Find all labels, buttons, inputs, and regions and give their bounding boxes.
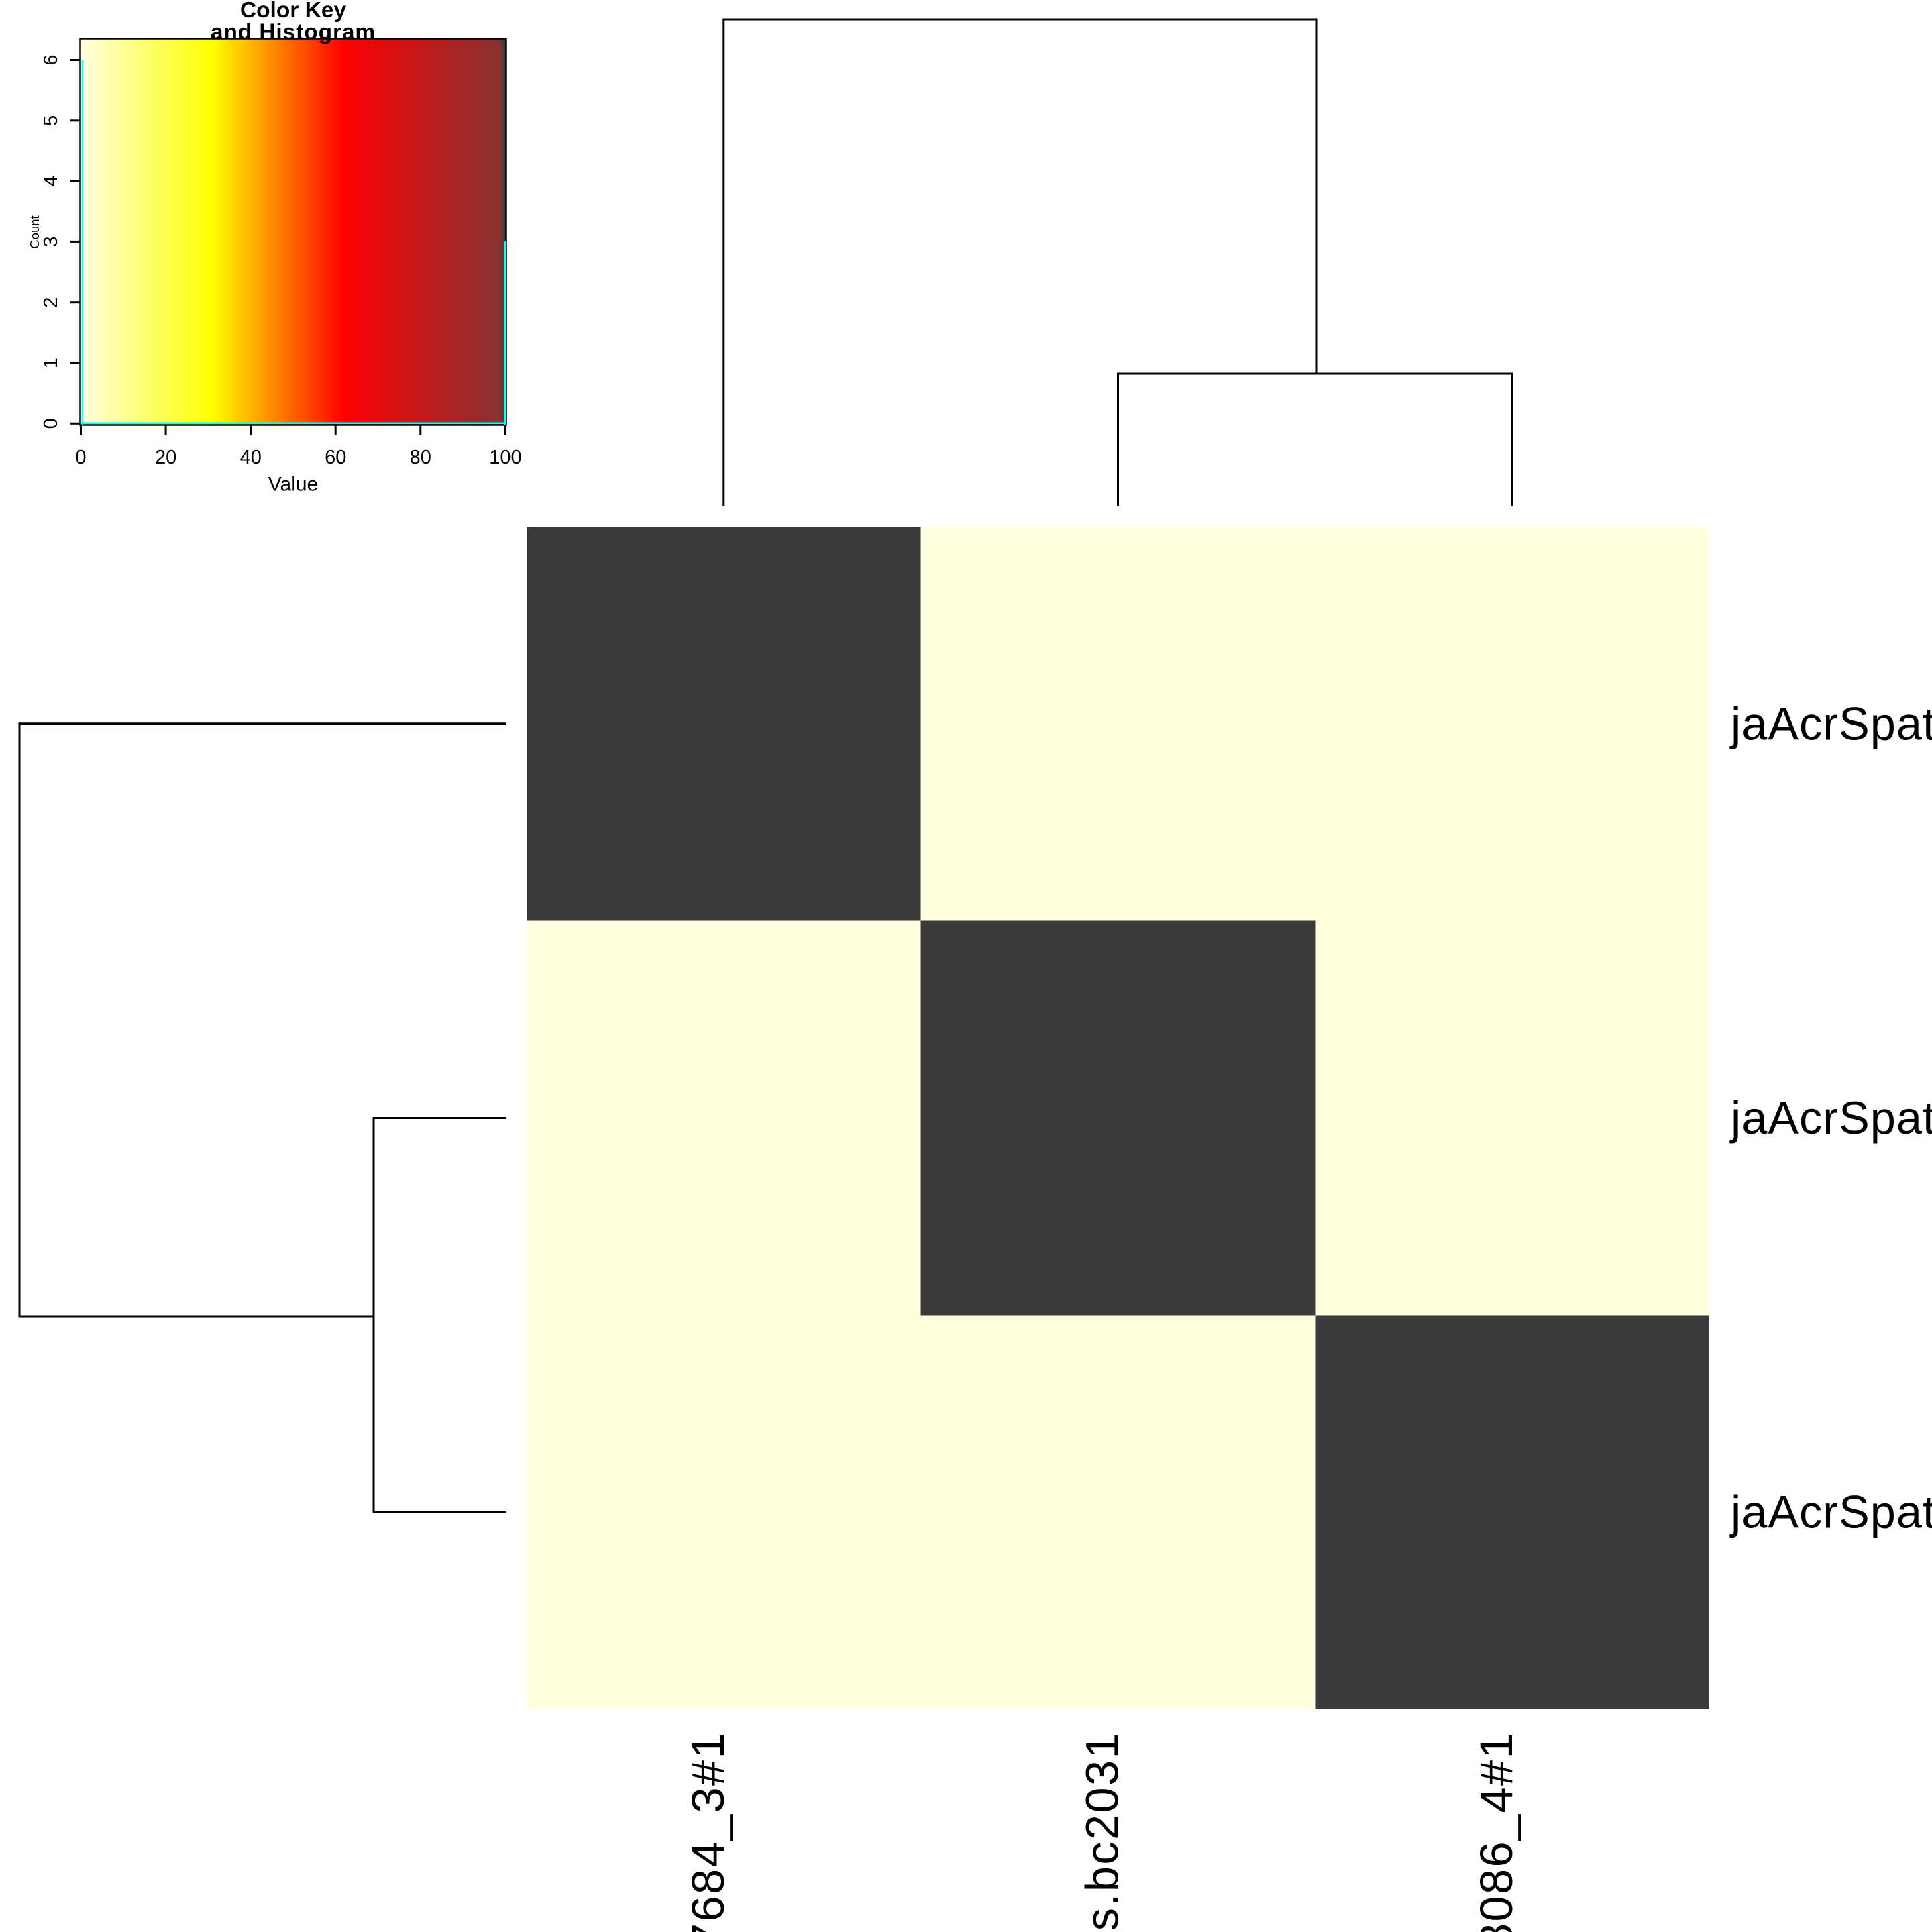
svg-text:6: 6	[40, 54, 62, 65]
svg-text:5: 5	[40, 115, 62, 126]
svg-text:0: 0	[40, 418, 62, 429]
svg-text:cs.bc2031: cs.bc2031	[1077, 1731, 1128, 1932]
svg-text:20: 20	[155, 447, 176, 468]
svg-text:100: 100	[489, 447, 521, 468]
svg-text:60: 60	[325, 447, 346, 468]
svg-text:3: 3	[40, 236, 62, 247]
svg-text:80: 80	[410, 447, 431, 468]
svg-text:2: 2	[40, 297, 62, 308]
svg-text:jaAcrSpathi: jaAcrSpathi	[1729, 1092, 1932, 1144]
svg-text:0: 0	[75, 447, 86, 468]
svg-text:8086_4#1: 8086_4#1	[1470, 1731, 1522, 1932]
svg-text:1: 1	[40, 358, 62, 368]
svg-text:and Histogram: and Histogram	[211, 20, 376, 45]
svg-text:Color Key: Color Key	[240, 0, 347, 23]
svg-text:4: 4	[40, 176, 62, 186]
svg-text:Count: Count	[28, 215, 42, 248]
svg-text:jaAcrSpathi: jaAcrSpathi	[1729, 698, 1932, 749]
svg-text:jaAcrSpathi: jaAcrSpathi	[1729, 1487, 1932, 1538]
svg-text:7684_3#1: 7684_3#1	[682, 1731, 734, 1932]
svg-text:Value: Value	[268, 474, 319, 496]
svg-text:40: 40	[240, 447, 262, 468]
